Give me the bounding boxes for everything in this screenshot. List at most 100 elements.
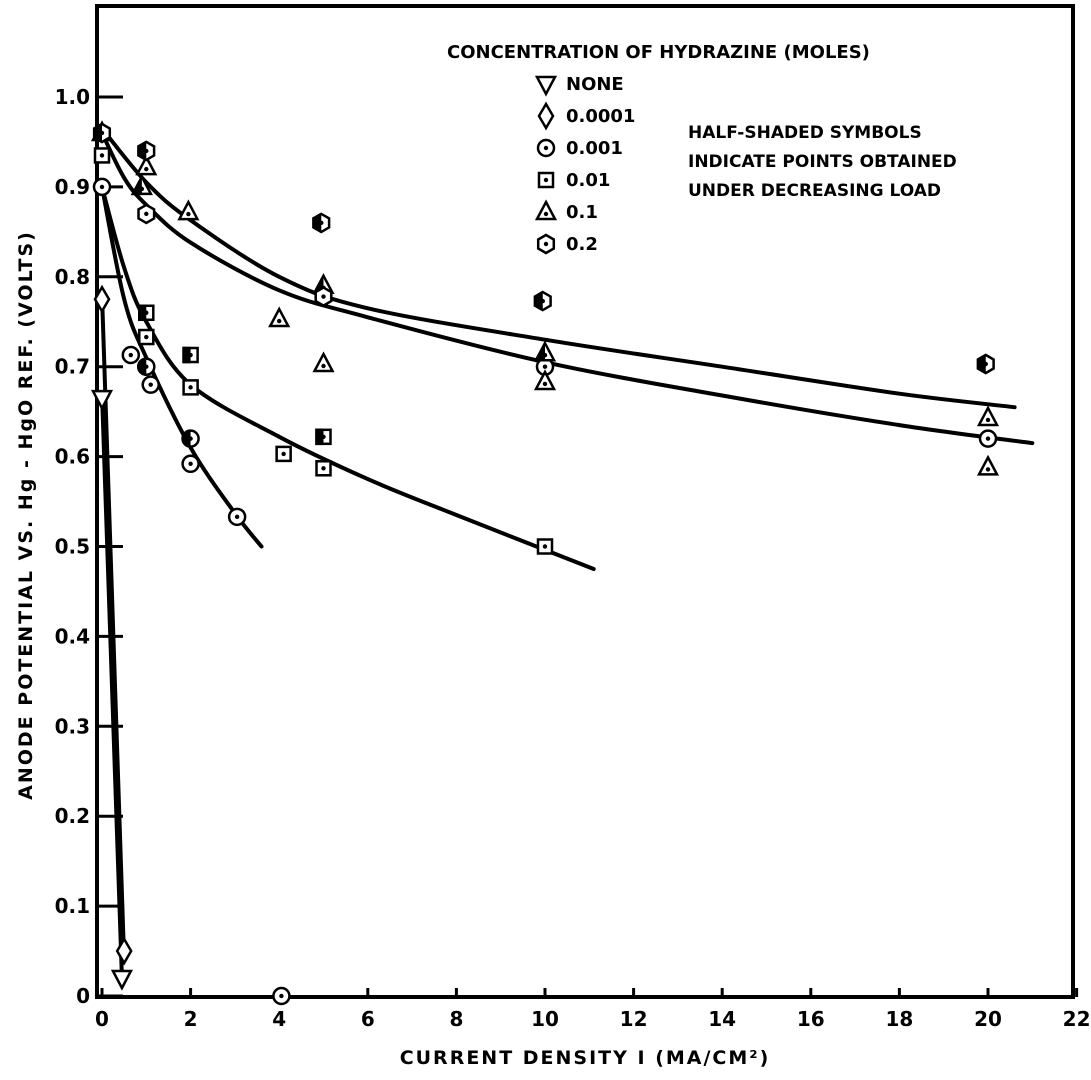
data-point-triangle-dot	[533, 340, 557, 362]
marker-shape	[976, 405, 1000, 427]
x-tick-label: 22	[1063, 1007, 1091, 1031]
marker-dot	[234, 514, 240, 520]
marker-dot	[144, 364, 149, 369]
marker-shape	[976, 454, 1000, 476]
curve-diamond	[100, 292, 127, 963]
marker-half-fill	[130, 174, 142, 196]
marker-dot	[188, 385, 193, 390]
curve-triangle-dot	[100, 126, 1017, 410]
marker-dot	[319, 220, 324, 226]
marker-dot	[985, 467, 991, 472]
x-tick-label: 2	[184, 1007, 198, 1031]
legend-symbol-square-dot	[537, 171, 555, 189]
marker-dot	[128, 352, 133, 358]
marker-shape	[177, 199, 200, 221]
marker-dot	[148, 382, 153, 387]
marker-dot	[321, 466, 326, 471]
marker-dot	[279, 993, 284, 999]
legend-symbol-hexagon-dot	[536, 233, 556, 255]
data-point-circle-dot	[92, 177, 112, 197]
data-point-triangle-dot	[312, 351, 335, 373]
marker-dot	[188, 352, 193, 358]
marker-dot	[99, 130, 105, 136]
data-point-hexagon-dot	[312, 212, 331, 234]
y-tick-label: 0.1	[55, 894, 90, 918]
marker-dot	[188, 436, 193, 441]
y-tick-label: 0.5	[55, 535, 90, 559]
data-point-circle-dot	[227, 507, 247, 527]
y-tick-label: 0.3	[55, 714, 90, 738]
legend-symbol-triangle-down	[534, 75, 558, 97]
data-point-diamond	[93, 284, 111, 314]
y-tick-label: 0	[76, 984, 90, 1008]
marker-half-fill	[533, 290, 543, 312]
marker-dot	[321, 363, 326, 369]
marker-dot	[540, 298, 545, 304]
marker-shape	[135, 154, 158, 176]
y-tick-label: 0.6	[55, 445, 90, 469]
marker-dot	[186, 211, 191, 217]
y-tick-label: 0.2	[55, 804, 90, 828]
marker-dot	[542, 353, 548, 358]
marker-shape	[110, 969, 134, 991]
data-point-circle-dot	[121, 345, 141, 365]
points-layer	[90, 120, 1000, 1006]
marker-dot	[144, 310, 149, 315]
data-point-triangle-dot	[177, 199, 200, 221]
legend: NONE 0.0001 0.001 0.01 0.1 0.2	[534, 74, 635, 255]
data-point-square-dot	[93, 147, 111, 164]
data-point-diamond	[115, 936, 133, 966]
curve-circle-dot	[100, 184, 264, 549]
data-point-square-dot	[182, 346, 199, 364]
data-point-square-dot	[315, 460, 332, 477]
marker-half-fill	[182, 346, 191, 364]
x-tick-label: 14	[708, 1007, 736, 1031]
data-point-triangle-dot	[130, 174, 153, 196]
marker-dot	[321, 434, 326, 440]
data-point-hexagon-dot	[976, 353, 995, 375]
data-point-circle-dot	[137, 357, 156, 376]
data-point-hexagon-dot	[92, 122, 112, 144]
marker-dot	[99, 153, 105, 158]
marker-dot	[543, 145, 549, 151]
marker-dot	[542, 544, 548, 549]
x-tick-label: 16	[797, 1007, 825, 1031]
curve-square-dot	[100, 184, 596, 571]
marker-dot	[542, 381, 548, 387]
marker-half-fill	[976, 353, 986, 375]
legend-label: 0.001	[566, 138, 623, 159]
marker-half-fill	[92, 122, 102, 144]
data-point-hexagon-dot	[137, 203, 156, 225]
marker-dot	[543, 241, 549, 247]
data-point-triangle-dot	[976, 405, 1000, 427]
marker-dot	[144, 148, 149, 154]
marker-shape	[534, 199, 558, 221]
marker-dot	[144, 166, 149, 172]
legend-symbol-diamond	[537, 101, 555, 131]
data-point-triangle-dot	[268, 306, 291, 328]
marker-dot	[277, 318, 282, 324]
data-point-triangle-dot	[976, 454, 1000, 476]
x-tick-label: 18	[885, 1007, 913, 1031]
marker-dot	[144, 211, 149, 217]
y-tick-label: 0.8	[55, 265, 90, 289]
y-tick-label: 0.7	[55, 355, 90, 379]
marker-dot	[99, 184, 105, 190]
marker-half-fill	[312, 212, 322, 234]
marker-dot	[543, 211, 549, 217]
legend-label: 0.1	[566, 202, 598, 223]
marker-shape	[537, 101, 555, 131]
x-tick-label: 6	[361, 1007, 375, 1031]
marker-dot	[321, 294, 326, 299]
data-point-circle-dot	[141, 375, 160, 394]
annotation-line-1: HALF-SHADED SYMBOLS	[688, 123, 922, 143]
legend-label: NONE	[566, 74, 624, 95]
data-point-square-dot	[275, 445, 292, 463]
data-point-square-dot	[138, 304, 155, 322]
marker-dot	[281, 451, 286, 457]
marker-dot	[985, 436, 991, 441]
y-tick-label: 0.4	[55, 624, 90, 648]
marker-dot	[542, 364, 548, 369]
marker-dot	[188, 461, 193, 466]
